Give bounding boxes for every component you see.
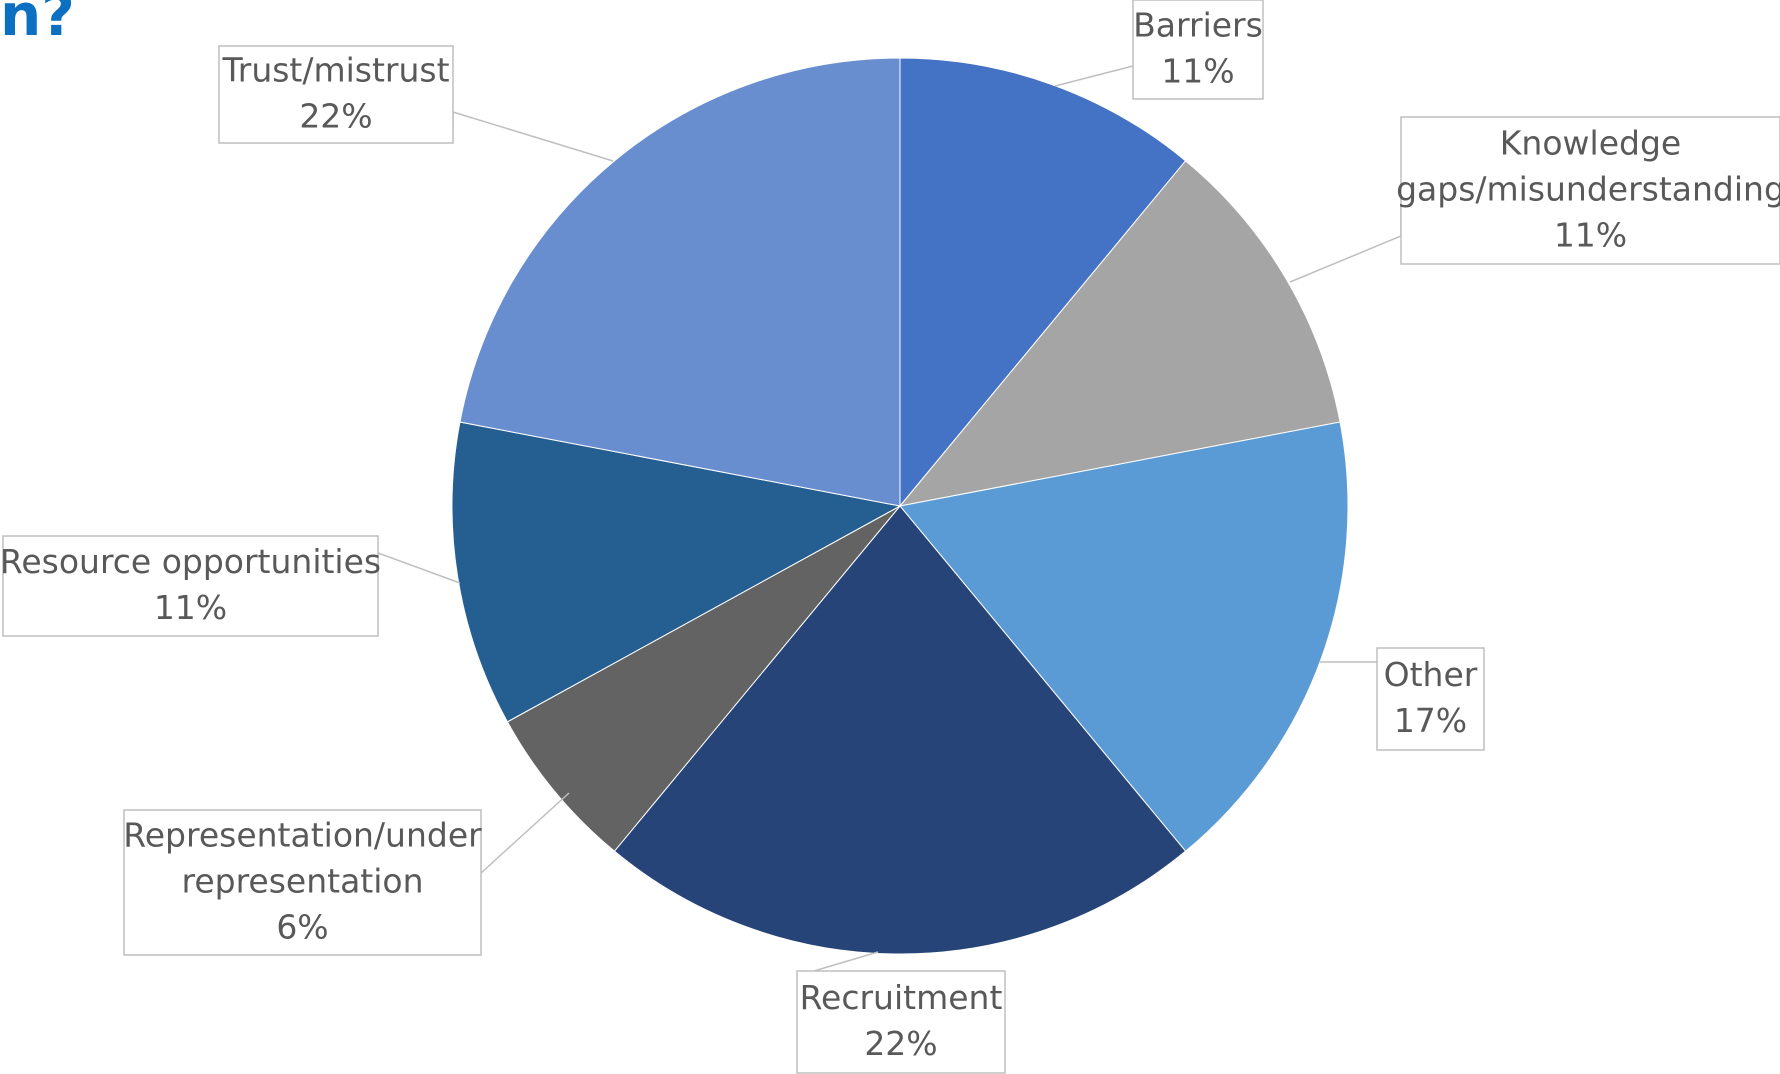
data-label-box xyxy=(1132,0,1264,100)
data-label-box xyxy=(123,809,482,956)
data-label-percent: 11% xyxy=(1161,52,1234,91)
pie-slices xyxy=(451,57,1349,955)
data-label-percent: 6% xyxy=(276,908,328,947)
leader-line-resource-opportunities xyxy=(377,551,461,584)
data-label-text: Knowledge gaps/misunderstanding 11% xyxy=(1396,124,1780,255)
data-label-category: gaps/misunderstanding xyxy=(1396,170,1780,209)
data-label-percent: 11% xyxy=(1554,216,1627,255)
data-label-percent: 22% xyxy=(299,97,372,136)
pie-slice-barriers xyxy=(899,57,1187,508)
leader-line-trust-mistrust xyxy=(452,110,614,162)
data-label-category: Trust/mistrust xyxy=(221,51,449,90)
data-label-box xyxy=(1400,116,1780,265)
data-label-percent: 11% xyxy=(154,588,227,627)
data-label-category: Representation/under xyxy=(123,816,482,855)
data-label-other: Other 17% xyxy=(1376,647,1485,751)
pie-slice-representation-under-representation xyxy=(506,505,901,852)
data-label-recruitment: Recruitment 22% xyxy=(796,970,1006,1074)
data-label-percent: 22% xyxy=(864,1024,937,1063)
data-label-box xyxy=(218,45,454,144)
data-label-category: Other xyxy=(1384,655,1478,694)
pie-slice-knowledge-gaps-misunderstanding xyxy=(898,160,1341,507)
data-label-text: Trust/mistrust 22% xyxy=(221,51,449,136)
data-label-percent: 17% xyxy=(1394,701,1467,740)
pie-slice-trust-mistrust xyxy=(459,57,901,507)
leader-line-barriers xyxy=(1054,65,1134,87)
data-label-box xyxy=(796,970,1006,1074)
data-label-representation-under-representation: Representation/under representation 6% xyxy=(123,809,482,956)
data-label-text: Barriers 11% xyxy=(1133,6,1263,91)
data-label-trust-mistrust: Trust/mistrust 22% xyxy=(218,45,454,144)
pie-slice-recruitment xyxy=(613,505,1187,955)
data-label-text: Recruitment 22% xyxy=(800,978,1003,1063)
data-label-category: Recruitment xyxy=(800,978,1003,1017)
pie-slice-resource-opportunities xyxy=(451,421,902,723)
data-label-category: Barriers xyxy=(1133,6,1263,45)
data-label-category: representation xyxy=(181,862,423,901)
pie-slice-other xyxy=(899,421,1349,852)
data-label-box xyxy=(2,535,379,637)
data-label-category: Knowledge xyxy=(1500,124,1681,163)
data-label-text: Other 17% xyxy=(1384,655,1478,740)
data-label-resource-opportunities: Resource opportunities 11% xyxy=(0,535,381,637)
page-title-fragment: n? xyxy=(0,0,75,49)
data-label-barriers: Barriers 11% xyxy=(1132,0,1264,100)
data-label-text: Representation/under representation 6% xyxy=(123,816,482,947)
leader-line-knowledge-gaps-misunderstanding xyxy=(1289,204,1402,283)
data-label-knowledge-gaps-misunderstanding: Knowledge gaps/misunderstanding 11% xyxy=(1396,116,1780,265)
leader-line-representation-under-representation xyxy=(480,792,570,875)
data-label-text: Resource opportunities 11% xyxy=(0,542,381,627)
data-label-box xyxy=(1376,647,1485,751)
data-label-category: Resource opportunities xyxy=(0,542,381,581)
